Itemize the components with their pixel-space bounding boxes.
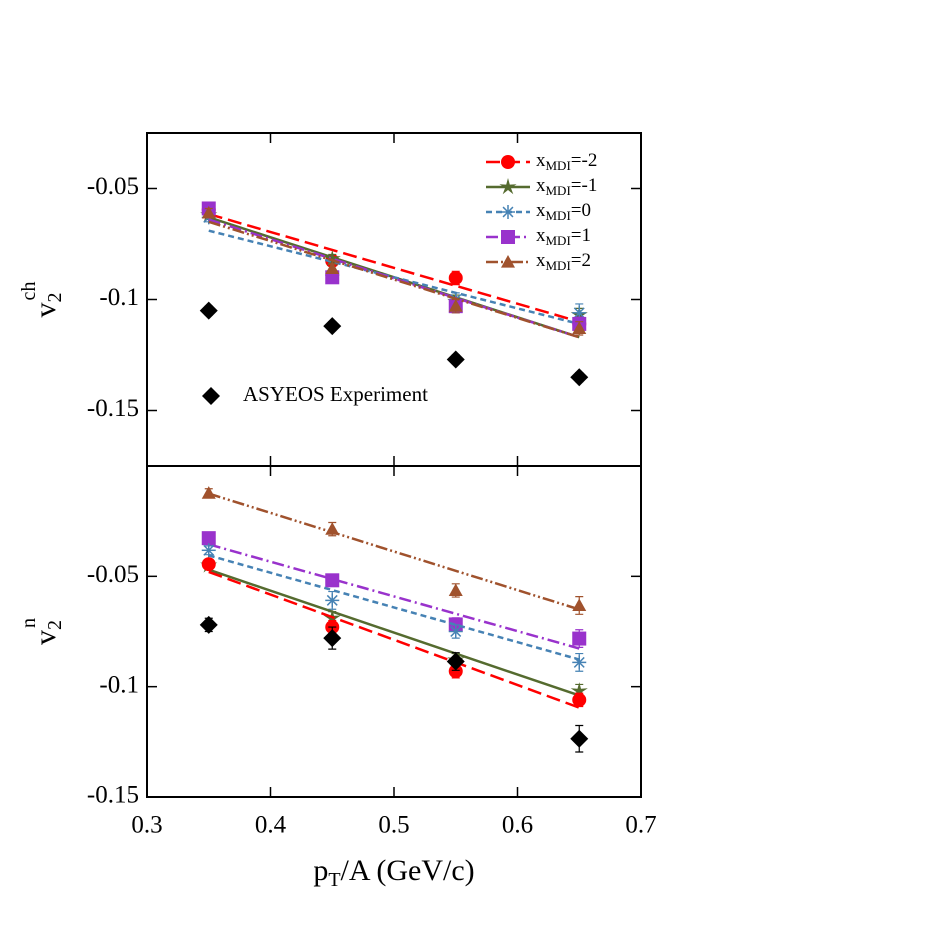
y-label-sub: 2	[44, 292, 66, 302]
legend-label: xMDI=0	[536, 200, 591, 223]
legend-label-part: MDI	[546, 233, 571, 248]
y-tick-label: -0.05	[87, 561, 139, 588]
fit-line	[208, 220, 580, 339]
legend-label-part: =1	[571, 225, 591, 246]
marker	[323, 249, 341, 267]
legend-label: xMDI=1	[536, 225, 591, 248]
marker	[201, 531, 216, 546]
legend-label-part: =-2	[571, 150, 598, 171]
marker-stroke	[502, 206, 514, 218]
marker	[501, 205, 515, 219]
marker	[570, 729, 589, 748]
x-tick-label: 0.4	[255, 812, 287, 839]
marker	[199, 301, 218, 320]
marker	[323, 629, 342, 648]
fit-line	[208, 212, 580, 323]
marker	[323, 317, 342, 336]
x-tick-label: 0.6	[502, 812, 533, 839]
y-label-main: v	[29, 630, 62, 645]
marker	[448, 624, 463, 639]
legend-label-part: x	[536, 225, 546, 246]
marker	[202, 387, 220, 405]
marker	[201, 557, 216, 572]
marker	[201, 205, 216, 219]
fit-line	[208, 492, 580, 611]
marker	[448, 270, 463, 285]
x-tick-label: 0.5	[378, 812, 409, 839]
y-tick-label: -0.1	[99, 284, 139, 311]
marker	[446, 350, 465, 369]
x-axis-label: pT/A (GeV/c)	[313, 854, 474, 891]
legend-label-part: MDI	[546, 208, 571, 223]
legend-label: xMDI=-1	[536, 175, 597, 198]
y-tick-label: -0.05	[87, 173, 139, 200]
legend-label: ASYEOS Experiment	[243, 382, 428, 406]
y-tick-label: -0.15	[87, 395, 139, 422]
marker	[499, 178, 517, 195]
x-tick-label: 0.3	[131, 812, 162, 839]
x-tick-label: 0.7	[625, 812, 656, 839]
marker-stroke	[450, 626, 462, 637]
legend-label-part: =0	[571, 200, 591, 221]
marker	[572, 598, 587, 612]
marker-stroke	[573, 307, 585, 319]
x-label-sub: T	[328, 869, 340, 891]
marker	[448, 583, 463, 597]
x-label-rest: /A (GeV/c)	[341, 854, 475, 887]
marker	[446, 652, 465, 671]
legend-label-part: MDI	[546, 258, 571, 273]
fit-line	[208, 570, 580, 709]
y-axis-label: v2 ch	[18, 282, 66, 318]
fit-line	[208, 543, 580, 650]
marker	[570, 368, 589, 387]
legend-label-part: =-1	[571, 175, 598, 196]
y-label-sup: ch	[18, 282, 40, 301]
marker	[572, 631, 587, 646]
y-tick-label: -0.15	[87, 782, 139, 809]
fit-line	[208, 568, 580, 697]
fit-line	[208, 554, 580, 661]
marker	[572, 655, 587, 670]
legend-label: xMDI=-2	[536, 150, 597, 173]
legend-label-part: x	[536, 150, 546, 171]
marker	[201, 543, 216, 558]
marker	[572, 692, 587, 707]
legend-label-part: x	[536, 200, 546, 221]
marker	[572, 321, 587, 334]
marker	[325, 573, 340, 588]
marker	[570, 682, 588, 699]
legend-label-part: MDI	[546, 183, 571, 198]
marker	[199, 615, 218, 634]
legend-label: xMDI=2	[536, 250, 591, 273]
legend-label-part: =2	[571, 250, 591, 271]
legend-label-part: x	[536, 250, 546, 271]
marker-stroke	[326, 594, 338, 606]
y-tick-label: -0.1	[99, 671, 139, 698]
marker	[448, 299, 463, 312]
marker	[501, 230, 515, 244]
marker	[325, 593, 340, 608]
x-label-main: p	[313, 854, 328, 887]
marker	[501, 155, 515, 169]
y-label-sup: n	[18, 618, 40, 628]
marker	[325, 522, 340, 535]
marker	[325, 261, 340, 275]
y-label-sub: 2	[44, 620, 66, 630]
fit-line	[208, 229, 580, 326]
marker	[201, 486, 216, 499]
marker	[448, 664, 463, 679]
marker-stroke	[203, 544, 215, 556]
marker-stroke	[573, 656, 585, 668]
legend-label-part: MDI	[546, 158, 571, 173]
legend-label-part: x	[536, 175, 546, 196]
marker	[501, 255, 515, 268]
y-label-main: v	[29, 302, 62, 317]
y-axis-label: v2n	[18, 618, 66, 645]
